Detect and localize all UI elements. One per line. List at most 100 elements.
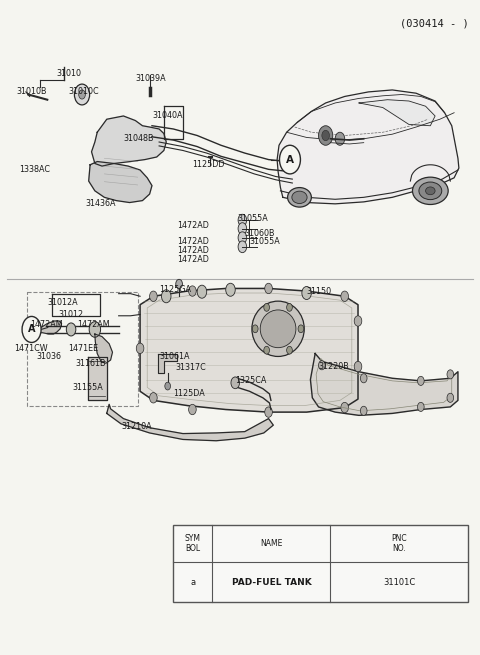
Text: 1471CW: 1471CW — [14, 344, 48, 353]
Text: SYM
BOL: SYM BOL — [185, 534, 201, 553]
Text: 1472AD: 1472AD — [177, 255, 209, 265]
Text: 31012: 31012 — [58, 310, 84, 319]
Polygon shape — [158, 354, 177, 373]
Text: 1338AC: 1338AC — [19, 166, 50, 174]
Circle shape — [287, 303, 292, 311]
Text: 31010B: 31010B — [16, 87, 47, 96]
Polygon shape — [95, 334, 112, 364]
Circle shape — [447, 393, 454, 402]
Circle shape — [418, 402, 424, 411]
Ellipse shape — [426, 187, 435, 195]
Text: 1125DD: 1125DD — [192, 160, 225, 169]
Text: 31048B: 31048B — [123, 134, 154, 143]
Text: (030414 - ): (030414 - ) — [400, 18, 468, 28]
Text: 31036: 31036 — [36, 352, 61, 362]
Circle shape — [238, 241, 247, 253]
Circle shape — [418, 377, 424, 385]
Circle shape — [302, 286, 312, 299]
Circle shape — [238, 223, 247, 234]
Text: 31061A: 31061A — [159, 352, 190, 361]
Polygon shape — [311, 354, 458, 415]
Circle shape — [176, 279, 182, 288]
Circle shape — [354, 362, 362, 372]
Ellipse shape — [260, 310, 296, 348]
Text: 31010C: 31010C — [69, 87, 99, 96]
Polygon shape — [107, 404, 273, 441]
Circle shape — [264, 346, 269, 354]
Circle shape — [22, 316, 41, 343]
Circle shape — [79, 90, 85, 99]
Circle shape — [341, 291, 348, 301]
Polygon shape — [140, 288, 358, 412]
Circle shape — [150, 392, 157, 403]
Circle shape — [265, 283, 272, 293]
Circle shape — [89, 322, 101, 337]
Text: 31055A: 31055A — [238, 214, 268, 223]
Circle shape — [319, 361, 325, 370]
Circle shape — [226, 283, 235, 296]
Text: A: A — [286, 155, 294, 164]
Text: 31101C: 31101C — [383, 578, 416, 587]
Circle shape — [287, 346, 292, 354]
Text: 1125DA: 1125DA — [173, 389, 205, 398]
Text: 1472AM: 1472AM — [30, 320, 62, 329]
Circle shape — [265, 407, 272, 417]
Circle shape — [447, 370, 454, 379]
Text: 31012A: 31012A — [48, 298, 78, 307]
Text: 31210A: 31210A — [121, 422, 152, 431]
Ellipse shape — [412, 177, 448, 204]
Text: 31150: 31150 — [307, 287, 332, 296]
Text: NAME: NAME — [260, 539, 283, 548]
Text: 31155A: 31155A — [72, 383, 103, 392]
Circle shape — [298, 325, 304, 333]
Circle shape — [136, 343, 144, 354]
Circle shape — [360, 374, 367, 383]
Polygon shape — [35, 321, 61, 334]
Circle shape — [252, 325, 258, 333]
Circle shape — [335, 132, 345, 145]
Circle shape — [322, 130, 329, 141]
Text: 31060B: 31060B — [245, 229, 275, 238]
Text: 31436A: 31436A — [85, 199, 116, 208]
Circle shape — [161, 290, 171, 303]
Text: 1325CA: 1325CA — [235, 377, 266, 385]
Polygon shape — [92, 116, 166, 166]
Text: 1472AD: 1472AD — [177, 237, 209, 246]
Text: 31317C: 31317C — [176, 364, 206, 372]
Ellipse shape — [419, 182, 442, 200]
Text: 31040A: 31040A — [152, 111, 182, 121]
Ellipse shape — [292, 191, 307, 204]
Text: 31055A: 31055A — [250, 237, 280, 246]
Circle shape — [360, 406, 367, 415]
Text: 31161B: 31161B — [76, 359, 107, 368]
Text: 31039A: 31039A — [135, 75, 166, 83]
Circle shape — [354, 316, 362, 326]
Circle shape — [189, 404, 196, 415]
Ellipse shape — [252, 301, 304, 356]
Polygon shape — [88, 357, 107, 400]
Circle shape — [189, 286, 196, 296]
Circle shape — [165, 382, 170, 390]
Circle shape — [66, 323, 76, 336]
Polygon shape — [359, 100, 435, 126]
Text: 31010: 31010 — [57, 69, 82, 78]
Circle shape — [74, 84, 90, 105]
Text: 1471EE: 1471EE — [68, 344, 98, 353]
Circle shape — [197, 285, 207, 298]
Circle shape — [279, 145, 300, 174]
Circle shape — [238, 214, 247, 226]
Text: a: a — [191, 578, 195, 587]
Circle shape — [264, 303, 269, 311]
Circle shape — [231, 377, 240, 388]
Text: 31220B: 31220B — [319, 362, 349, 371]
Polygon shape — [89, 162, 152, 202]
Text: PNC
NO.: PNC NO. — [392, 534, 407, 553]
Circle shape — [341, 402, 348, 413]
Circle shape — [150, 291, 157, 301]
Text: 1472AM: 1472AM — [77, 320, 110, 329]
Text: 1125GA: 1125GA — [159, 285, 191, 294]
Polygon shape — [277, 90, 459, 204]
FancyBboxPatch shape — [173, 525, 468, 602]
Text: PAD-FUEL TANK: PAD-FUEL TANK — [231, 578, 311, 587]
Text: A: A — [28, 324, 36, 335]
